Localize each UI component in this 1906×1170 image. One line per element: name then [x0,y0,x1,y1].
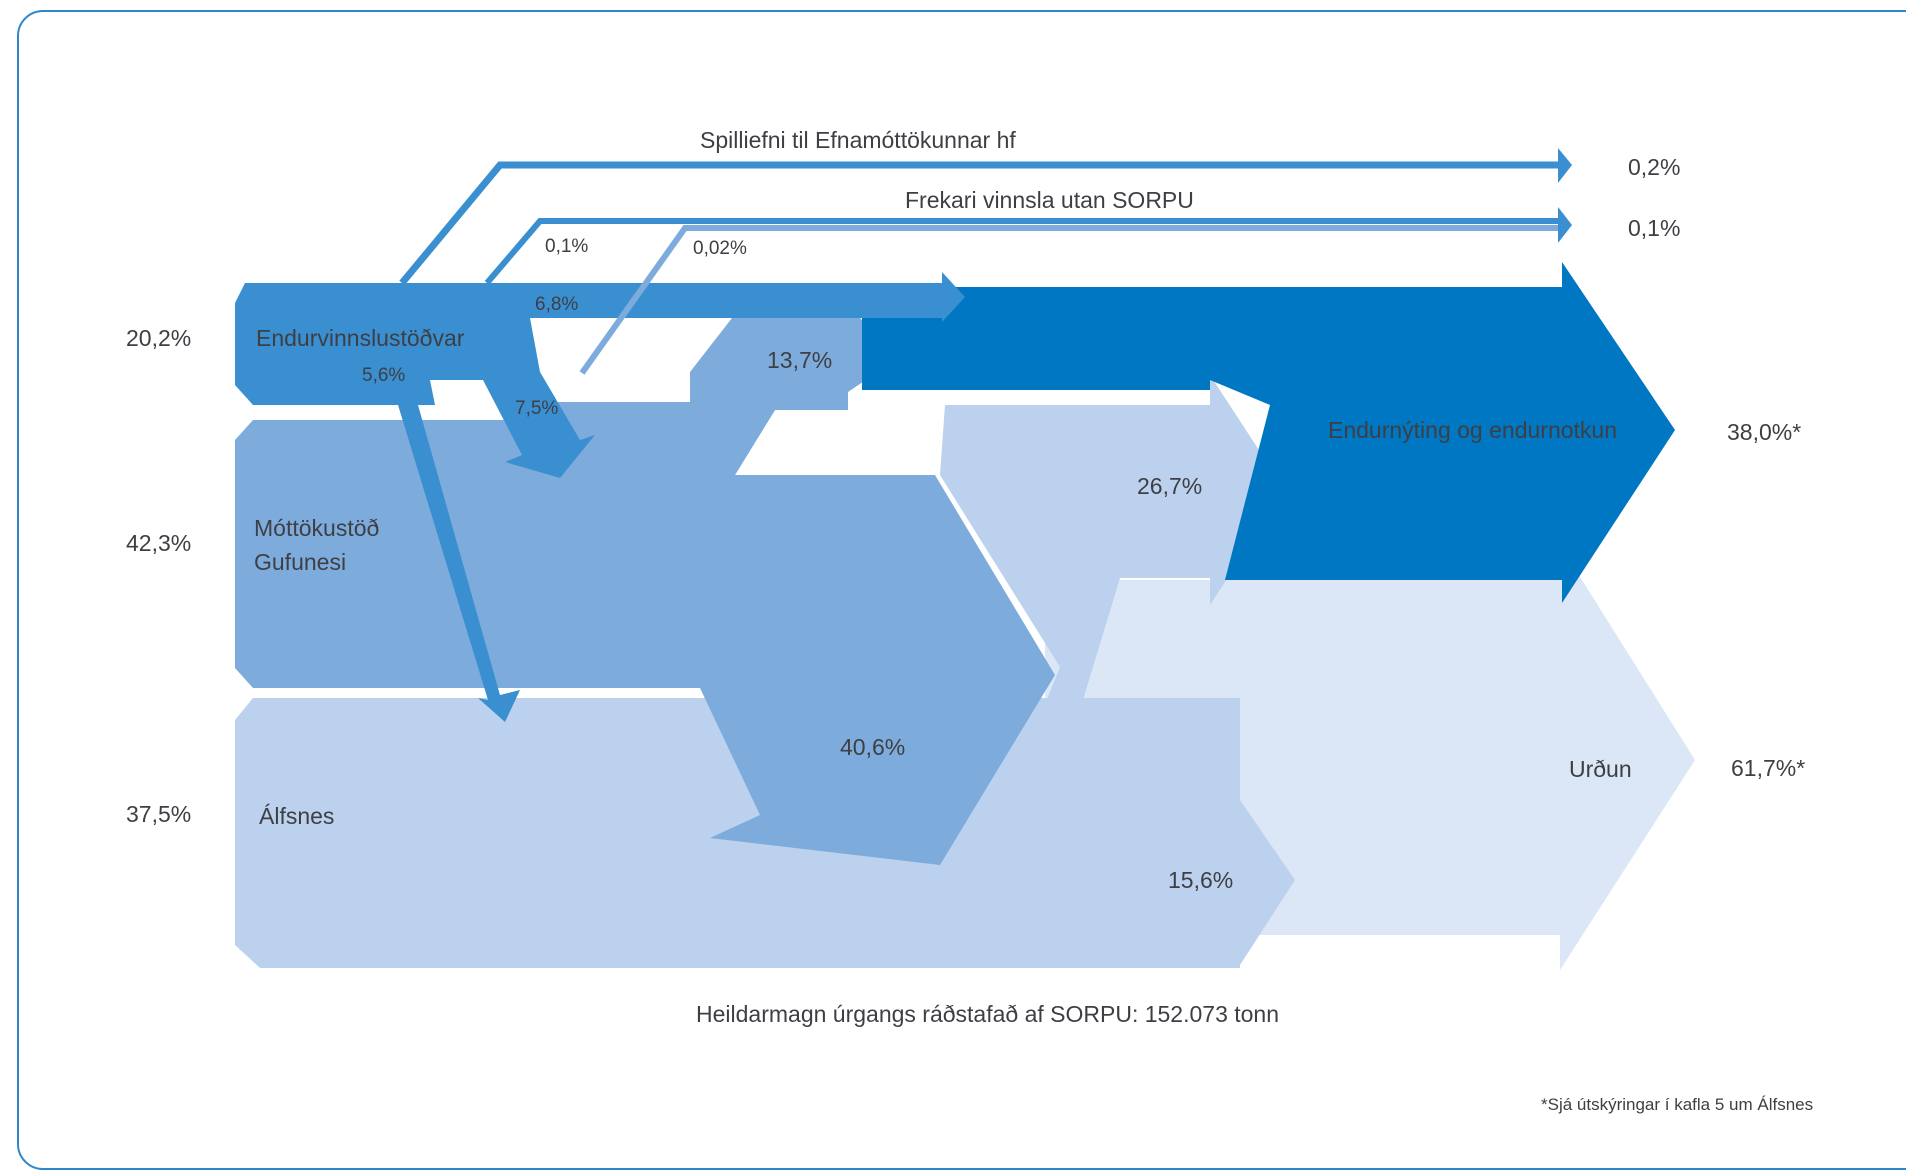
flow-gufunes-endurnyting [690,300,887,475]
flow-spilliefni [399,161,1560,286]
flow-label-alfsnes-endurnyting: 26,7% [1137,473,1202,499]
source-gufunes-name-line2: Gufunesi [254,549,346,575]
source-alfsnes-share: 37,5% [126,801,191,827]
source-endurvinnslustodvar-share: 20,2% [126,325,191,351]
flow-label-endurvinnsla-alfsnes: 5,6% [362,365,405,386]
endurvinnslustodvar-band [235,272,965,722]
external-spilliefni-share: 0,2% [1628,154,1680,180]
flow-label-frekari-gufunes: 0,02% [693,238,747,259]
external-frekari-share: 0,1% [1628,215,1680,241]
destination-urdun-name: Urðun [1569,756,1632,782]
flow-label-endurvinnsla-gufunes: 7,5% [515,398,558,419]
destination-endurnyting-name: Endurnýting og endurnotkun [1328,417,1617,443]
flow-frekari-endurvinnsla [484,218,1560,285]
destination-urdun-share: 61,7%* [1731,755,1805,781]
flow-label-gufunes-urdun: 40,6% [840,734,905,760]
source-alfsnes-name: Álfsnes [259,803,334,829]
total-caption: Heildarmagn úrgangs ráðstafað af SORPU: … [696,1001,1279,1027]
flow-frekari-gufunes [579,225,1560,375]
source-gufunes-share: 42,3% [126,530,191,556]
flow-alfsnes-endurnyting [925,375,1285,850]
sankey-diagram: Spilliefni til Efnamóttökunnar hf 0,2% F… [126,127,1813,1114]
flow-label-frekari-endurvinnsla: 0,1% [545,236,588,257]
flow-spilliefni-head [1558,148,1572,183]
footnote: *Sjá útskýringar í kafla 5 um Álfsnes [1541,1095,1813,1114]
flow-alfsnes-urdun [1040,800,1295,965]
source-gufunes-name-line1: Móttökustöð [254,515,379,541]
destination-endurnyting-share: 38,0%* [1727,419,1801,445]
flow-label-gufunes-endurnyting: 13,7% [767,347,832,373]
endurnyting-arrow [862,262,1675,603]
flow-label-alfsnes-urdun: 15,6% [1168,867,1233,893]
source-endurvinnslustodvar-name: Endurvinnslustöðvar [256,325,465,351]
flow-frekari-head [1558,207,1572,243]
external-frekari-label: Frekari vinnsla utan SORPU [905,187,1194,213]
gufunes-band [235,330,1055,865]
external-spilliefni-label: Spilliefni til Efnamóttökunnar hf [700,127,1016,153]
flow-label-endurvinnsla-endurnyting: 6,8% [535,294,578,315]
